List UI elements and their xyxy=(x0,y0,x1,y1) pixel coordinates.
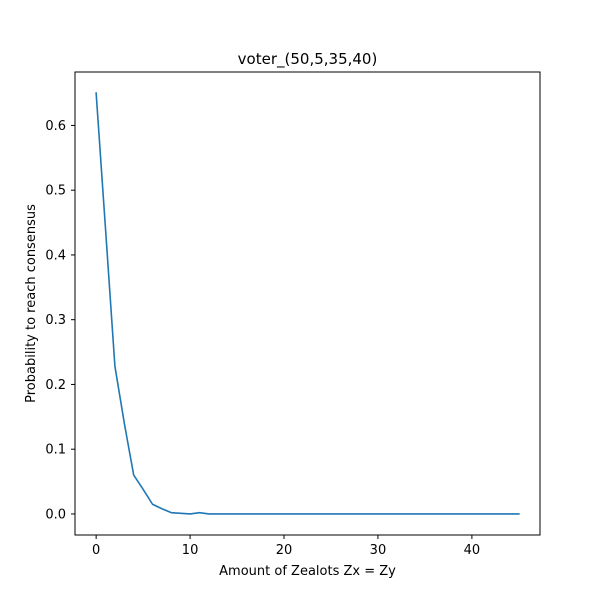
y-axis-label: Probability to reach consensus xyxy=(24,204,39,403)
x-tick-label: 30 xyxy=(370,543,387,558)
x-axis-label: Amount of Zealots Zx = Zy xyxy=(219,564,396,579)
y-tick-label: 0.0 xyxy=(45,507,66,522)
chart-title: voter_(50,5,35,40) xyxy=(238,50,378,69)
plot-frame xyxy=(74,71,541,536)
axes-ticks: 0 10 20 30 40 0.0 0.1 0.2 0.3 0.4 0.5 0.6 xyxy=(45,119,480,558)
y-tick-label: 0.1 xyxy=(45,443,66,458)
series-line-0 xyxy=(95,92,520,515)
x-tick-label: 0 xyxy=(92,543,100,558)
y-tick-label: 0.6 xyxy=(45,119,66,134)
y-tick-label: 0.4 xyxy=(45,248,66,263)
x-tick-label: 40 xyxy=(464,543,481,558)
y-tick-label: 0.5 xyxy=(45,184,66,199)
y-tick-label: 0.2 xyxy=(45,378,66,393)
x-tick-label: 10 xyxy=(182,543,199,558)
plot-area xyxy=(95,92,520,515)
x-tick-label: 20 xyxy=(276,543,293,558)
y-tick-label: 0.3 xyxy=(45,313,66,328)
